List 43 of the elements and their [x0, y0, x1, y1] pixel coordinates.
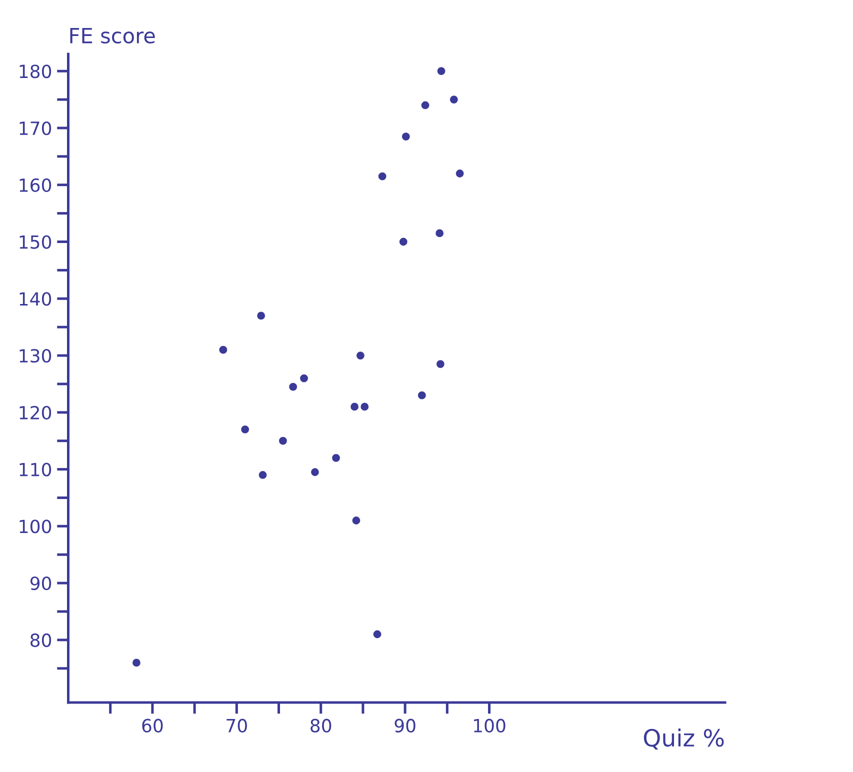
- point: [418, 391, 426, 400]
- point: [360, 402, 369, 411]
- x-tick-label: 100: [474, 718, 506, 732]
- point: [436, 229, 444, 238]
- point: [258, 471, 267, 479]
- point: [437, 67, 446, 76]
- point: [311, 468, 319, 476]
- point: [402, 132, 410, 140]
- x-axis-title: Quiz %: [644, 728, 724, 750]
- y-axis-title: FE score: [70, 28, 155, 44]
- y-tick-label: 100: [20, 520, 52, 534]
- point: [456, 170, 464, 178]
- point: [421, 101, 430, 110]
- y-tick-label: 90: [30, 576, 52, 590]
- x-tick-label: 90: [394, 718, 416, 732]
- x-tick-label: 60: [142, 718, 163, 732]
- point: [352, 516, 360, 524]
- y-tick-label: 120: [20, 406, 52, 420]
- y-tick-label: 180: [20, 64, 52, 78]
- y-tick-label: 150: [20, 235, 52, 249]
- y-tick-label: 130: [20, 348, 52, 363]
- y-tick-label: 160: [20, 178, 52, 192]
- y-tick-label: 80: [30, 633, 52, 648]
- y-tick-label: 110: [20, 462, 52, 476]
- point: [279, 436, 287, 445]
- point: [132, 658, 140, 667]
- point: [378, 172, 386, 180]
- point: [219, 346, 228, 354]
- y-tick-label: 140: [20, 292, 52, 306]
- point: [300, 374, 308, 382]
- point: [257, 312, 266, 320]
- x-tick-label: 70: [226, 718, 247, 732]
- point: [350, 402, 358, 411]
- point: [332, 454, 340, 462]
- x-tick-label: 80: [310, 718, 332, 732]
- point: [436, 360, 444, 368]
- y-tick-label: 170: [20, 121, 52, 136]
- point: [356, 352, 364, 360]
- point: [373, 630, 382, 638]
- point: [399, 238, 408, 246]
- point: [241, 426, 250, 434]
- point: [450, 96, 458, 104]
- point: [289, 382, 298, 391]
